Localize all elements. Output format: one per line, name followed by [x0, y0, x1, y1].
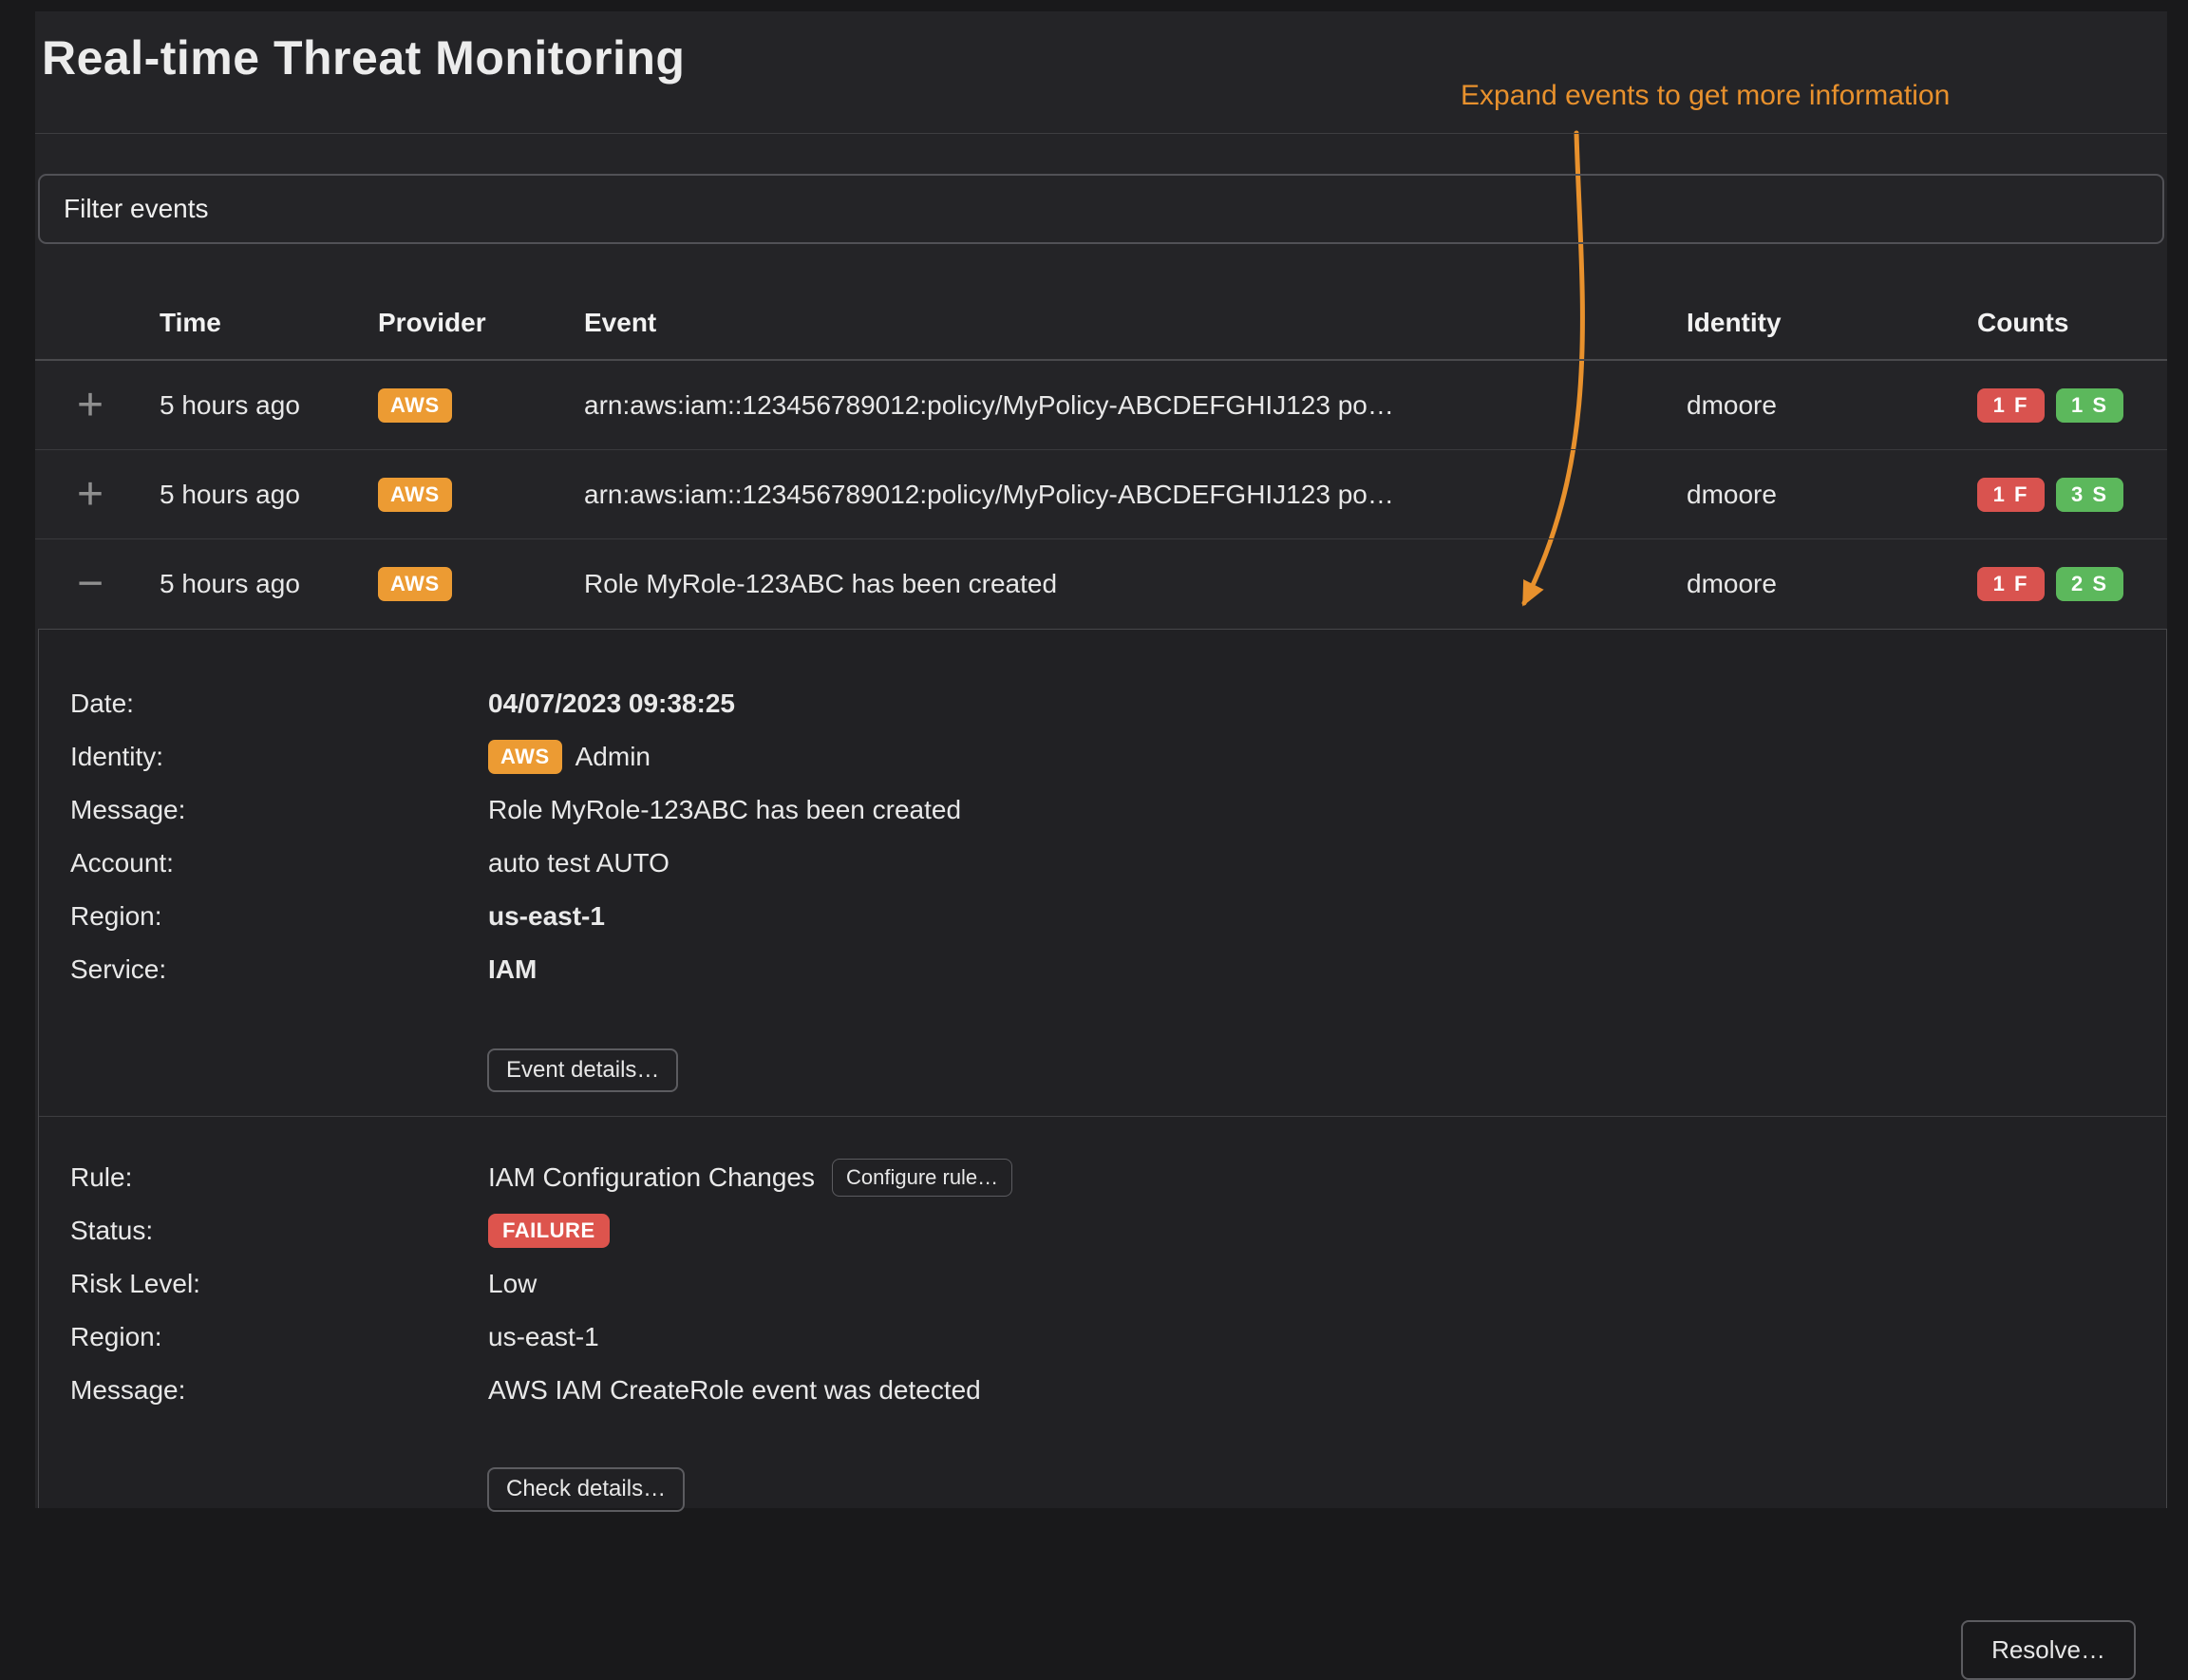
- risk-level-label: Risk Level:: [70, 1269, 200, 1299]
- risk-level-value: Low: [488, 1269, 538, 1299]
- failure-count-badge: 1 F: [1977, 567, 2045, 601]
- event-table: + 5 hours ago AWS arn:aws:iam::123456789…: [35, 361, 2167, 629]
- title-divider: [35, 133, 2167, 134]
- column-header-time: Time: [160, 308, 221, 337]
- rule-message-label: Message:: [70, 1375, 186, 1406]
- failure-count-badge: 1 F: [1977, 387, 2045, 423]
- event-detail-section: Date: 04/07/2023 09:38:25 Identity: AWS …: [39, 630, 2166, 1093]
- status-badge: FAILURE: [488, 1214, 610, 1249]
- resolve-button[interactable]: Resolve…: [1961, 1620, 2136, 1680]
- table-header: Time Provider Event Identity Counts: [35, 296, 2167, 357]
- provider-badge: AWS: [488, 740, 562, 774]
- provider-badge: AWS: [378, 387, 452, 423]
- identity-value: AWS Admin: [488, 740, 2166, 774]
- date-value: 04/07/2023 09:38:25: [488, 689, 735, 718]
- rule-message-value: AWS IAM CreateRole event was detected: [488, 1375, 981, 1406]
- rule-label: Rule:: [70, 1162, 133, 1193]
- event-counts: 1 F 2 S: [1977, 567, 2123, 601]
- event-identity: dmoore: [1687, 569, 1777, 598]
- message-value: Role MyRole-123ABC has been created: [488, 795, 962, 824]
- provider-badge: AWS: [378, 567, 452, 601]
- event-identity: dmoore: [1687, 479, 1777, 509]
- date-label: Date:: [70, 689, 134, 718]
- identity-label: Identity:: [70, 742, 164, 771]
- rule-detail-section: Rule: IAM Configuration Changes Configur…: [39, 1117, 2166, 1680]
- table-row[interactable]: + 5 hours ago AWS arn:aws:iam::123456789…: [35, 361, 2167, 450]
- annotation-label: Expand events to get more information: [1461, 80, 1951, 111]
- success-count-badge: 3 S: [2056, 477, 2123, 512]
- service-value: IAM: [488, 954, 538, 984]
- failure-count-badge: 1 F: [1977, 477, 2045, 512]
- event-counts: 1 F 3 S: [1977, 477, 2123, 512]
- rule-region-value: us-east-1: [488, 1322, 599, 1352]
- table-row[interactable]: + 5 hours ago AWS arn:aws:iam::123456789…: [35, 450, 2167, 539]
- event-time: 5 hours ago: [160, 389, 300, 420]
- message-label: Message:: [70, 795, 186, 824]
- column-header-counts: Counts: [1977, 308, 2069, 337]
- section-divider: [39, 1116, 2166, 1118]
- rule-region-label: Region:: [70, 1322, 162, 1352]
- column-header-identity: Identity: [1687, 308, 1782, 337]
- service-label: Service:: [70, 954, 167, 984]
- table-header-divider: [35, 359, 2167, 361]
- collapse-icon[interactable]: −: [77, 558, 104, 609]
- event-time: 5 hours ago: [160, 569, 300, 598]
- account-value: auto test AUTO: [488, 848, 670, 878]
- region-label: Region:: [70, 901, 162, 931]
- event-text: Role MyRole-123ABC has been created: [584, 569, 1058, 598]
- filter-events-input[interactable]: [38, 174, 2164, 244]
- expand-icon[interactable]: +: [77, 468, 104, 519]
- configure-rule-button[interactable]: Configure rule…: [831, 1159, 1013, 1198]
- check-details-button[interactable]: Check details…: [487, 1467, 686, 1512]
- event-identity: dmoore: [1687, 389, 1777, 420]
- success-count-badge: 2 S: [2056, 567, 2123, 601]
- event-text: arn:aws:iam::123456789012:policy/MyPolic…: [584, 389, 1394, 420]
- event-counts: 1 F 1 S: [1977, 387, 2123, 423]
- account-label: Account:: [70, 848, 174, 878]
- status-label: Status:: [70, 1216, 154, 1246]
- column-header-event: Event: [584, 308, 657, 337]
- event-time: 5 hours ago: [160, 479, 300, 509]
- event-details-button[interactable]: Event details…: [487, 1048, 679, 1093]
- region-value: us-east-1: [488, 901, 605, 931]
- threat-monitoring-page: Real-time Threat Monitoring Expand event…: [35, 11, 2167, 1680]
- rule-name: IAM Configuration Changes: [488, 1162, 815, 1193]
- provider-badge: AWS: [378, 477, 452, 512]
- identity-name: Admin: [575, 742, 651, 771]
- event-detail-panel: Date: 04/07/2023 09:38:25 Identity: AWS …: [38, 629, 2167, 1680]
- success-count-badge: 1 S: [2056, 387, 2123, 423]
- page-title: Real-time Threat Monitoring: [42, 31, 686, 85]
- column-header-provider: Provider: [378, 308, 486, 337]
- rule-value: IAM Configuration Changes Configure rule…: [488, 1159, 2166, 1198]
- table-row-expanded[interactable]: − 5 hours ago AWS Role MyRole-123ABC has…: [35, 539, 2167, 629]
- event-text: arn:aws:iam::123456789012:policy/MyPolic…: [584, 479, 1394, 509]
- expand-icon[interactable]: +: [77, 379, 104, 430]
